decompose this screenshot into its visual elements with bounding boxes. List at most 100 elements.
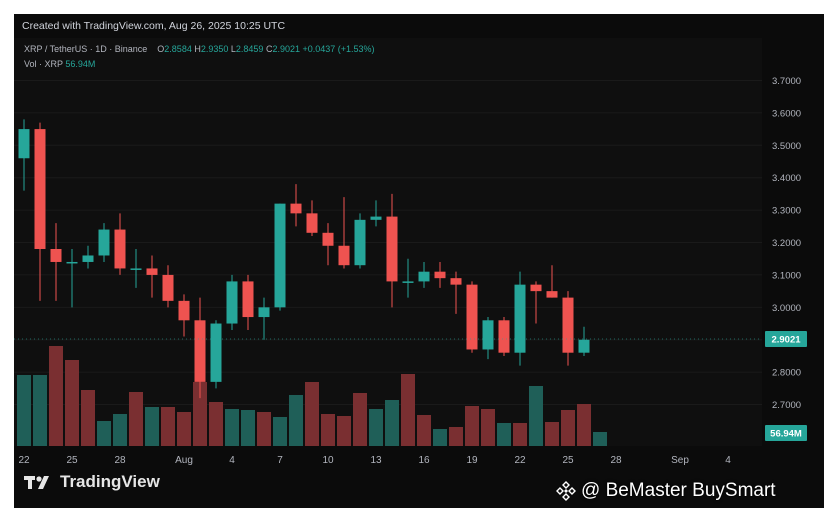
volume-bar — [385, 400, 399, 446]
volume-bar — [273, 417, 287, 446]
candle-body — [354, 219, 366, 266]
open-value: 2.8584 — [164, 44, 192, 54]
volume-bar — [49, 346, 63, 446]
x-tick-label: Aug — [175, 455, 193, 466]
y-tick-label: 3.7000 — [772, 76, 801, 87]
candle-body — [562, 297, 574, 353]
tradingview-logo-icon — [24, 476, 49, 489]
x-tick-label: 10 — [322, 455, 334, 466]
bemaster-watermark: @ BeMaster BuySmart — [556, 480, 776, 502]
volume-bar — [577, 404, 591, 446]
y-tick-label: 3.4000 — [772, 173, 801, 184]
binance-diamond-icon — [556, 481, 576, 501]
candle-body — [322, 232, 334, 246]
candle-body — [514, 284, 526, 353]
low-label: L — [230, 44, 236, 54]
volume-bar — [593, 432, 607, 446]
symbol-label: XRP / TetherUS · 1D · Binance — [24, 44, 148, 54]
candle-body — [290, 203, 302, 214]
x-tick-label: 4 — [725, 455, 731, 466]
volume-bar — [81, 390, 95, 446]
candle-body — [370, 216, 382, 220]
tradingview-brand-text: TradingView — [60, 472, 160, 491]
volume-bar — [177, 412, 191, 446]
volume-bar — [129, 392, 143, 446]
candle-body — [386, 216, 398, 282]
candle-body — [466, 284, 478, 350]
x-tick-label: 16 — [418, 455, 430, 466]
volume-bar — [241, 410, 255, 446]
candle-body — [162, 274, 174, 301]
last-price-label: 2.9021 — [771, 335, 801, 346]
y-tick-label: 3.5000 — [772, 141, 801, 152]
volume-bar — [449, 427, 463, 446]
volume-bar — [337, 416, 351, 446]
candle-body — [242, 281, 254, 318]
candle-body — [114, 229, 126, 269]
candle-body — [130, 268, 142, 270]
volume-bar — [433, 429, 447, 446]
candle-body — [498, 320, 510, 353]
tradingview-logo[interactable]: TradingView — [24, 472, 160, 492]
volume-bar — [113, 414, 127, 446]
candle-body — [18, 129, 30, 159]
volume-bar — [33, 375, 47, 446]
watermark-text: @ BeMaster BuySmart — [581, 480, 776, 501]
volume-legend: Vol · XRP 56.94M — [24, 59, 95, 69]
x-tick-label: 19 — [466, 455, 478, 466]
x-tick-label: 25 — [66, 455, 78, 466]
y-tick-label: 3.0000 — [772, 303, 801, 314]
candle-body — [66, 261, 78, 264]
volume-bar — [353, 393, 367, 446]
volume-bar — [497, 423, 511, 446]
volume-bar — [401, 374, 415, 446]
volume-bar — [257, 412, 271, 446]
y-tick-label: 2.8000 — [772, 368, 801, 379]
candle-body — [98, 229, 110, 256]
volume-bar — [529, 386, 543, 446]
volume-bar — [305, 382, 319, 446]
x-tick-label: 25 — [562, 455, 574, 466]
candle-body — [546, 291, 558, 298]
x-tick-label: 7 — [277, 455, 283, 466]
volume-bar — [193, 382, 207, 446]
candle-body — [210, 323, 222, 382]
volume-label: Vol · XRP — [24, 59, 63, 69]
candle-body — [418, 271, 430, 282]
high-value: 2.9350 — [200, 44, 229, 54]
volume-bar — [465, 406, 479, 446]
volume-bar — [161, 407, 175, 446]
low-value: 2.8459 — [235, 44, 264, 54]
open-label: O — [157, 44, 165, 54]
volume-bar — [417, 415, 431, 446]
candle-body — [578, 339, 590, 353]
chart-area[interactable]: 3.7000 3.6000 3.5000 3.4000 3.3000 3.2000 3.10… — [14, 38, 824, 474]
volume-bar — [289, 395, 303, 446]
volume-bar — [209, 402, 223, 446]
volume-bar — [97, 421, 111, 446]
candle-body — [402, 281, 414, 283]
price-axis — [762, 38, 824, 474]
ohlc-legend: XRP / TetherUS · 1D · Binance O2.8584 H2… — [24, 44, 375, 54]
volume-bar — [513, 423, 527, 446]
y-tick-label: 3.1000 — [772, 270, 801, 281]
candle-body — [258, 307, 270, 318]
time-axis — [14, 446, 762, 474]
high-label: H — [194, 44, 201, 54]
x-tick-label: 22 — [514, 455, 526, 466]
x-tick-label: 28 — [610, 455, 622, 466]
volume-bar — [561, 410, 575, 446]
volume-bar — [65, 360, 79, 446]
candle-body — [306, 213, 318, 233]
candle-body — [178, 300, 190, 321]
last-price-tag — [765, 331, 807, 348]
volume-bar — [225, 409, 239, 446]
candle-body — [530, 284, 542, 292]
candle-body — [274, 203, 286, 308]
candle-body — [194, 320, 206, 382]
volume-bar — [321, 414, 335, 446]
candlestick-chart[interactable]: 3.7000 3.6000 3.5000 3.4000 3.3000 3.2000 3.10… — [14, 38, 824, 474]
candle-body — [50, 249, 62, 262]
x-tick-label: 22 — [18, 455, 30, 466]
volume-bar — [545, 422, 559, 446]
